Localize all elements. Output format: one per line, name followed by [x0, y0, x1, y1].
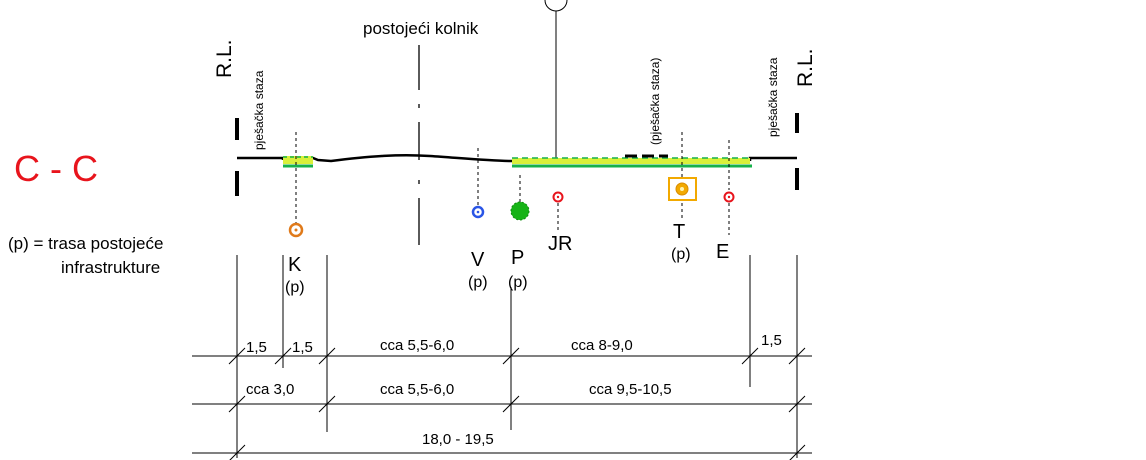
section-title: C - C: [14, 148, 98, 189]
dimension-ticks: [228, 347, 806, 460]
existing-terrain-line: [237, 154, 513, 163]
sidewalk-label-planned: (pješačka staza): [648, 58, 662, 145]
utility-e-symbol: [723, 191, 735, 203]
utility-t-note: (p): [671, 246, 691, 263]
dim-row3-0: 18,0 - 19,5: [422, 431, 494, 448]
utility-v-symbol: [471, 205, 485, 219]
dim-row2-0: cca 3,0: [246, 381, 294, 398]
utility-v-note: (p): [468, 274, 488, 291]
dim-row1-1: 1,5: [292, 339, 313, 356]
dimension-lines: [192, 355, 812, 454]
road-label: postojeći kolnik: [363, 19, 479, 38]
sidewalk-planned: [512, 154, 752, 168]
utility-guide-lines: [295, 132, 730, 235]
terrain-right: [748, 156, 797, 161]
utility-p-code: P: [511, 247, 524, 269]
utility-k-code: K: [288, 254, 302, 276]
dim-row1-0: 1,5: [246, 339, 267, 356]
sidewalk-label-right: pješačka staza: [766, 57, 780, 137]
dim-row2-2: cca 9,5-10,5: [589, 381, 672, 398]
dim-row1-4: 1,5: [761, 332, 782, 349]
utility-t-code: T: [673, 221, 685, 243]
legend-line-2: infrastrukture: [61, 258, 160, 277]
utility-k-symbol: [288, 222, 304, 238]
rl-label-right: R.L.: [794, 48, 817, 87]
section-marker-circle: [544, 0, 568, 12]
sidewalk-left: [283, 156, 313, 168]
dim-row1-2: cca 5,5-6,0: [380, 337, 454, 354]
dim-row1-3: cca 8-9,0: [571, 337, 633, 354]
utility-p-note: (p): [508, 274, 528, 291]
utility-k-note: (p): [285, 279, 305, 296]
utility-jr-symbol: [552, 191, 564, 203]
dim-row2-1: cca 5,5-6,0: [380, 381, 454, 398]
utility-t-symbol: [668, 177, 697, 201]
utility-jr-code: JR: [548, 233, 572, 255]
utility-v-code: V: [471, 249, 485, 271]
sidewalk-label-left: pješačka staza: [252, 70, 266, 150]
utility-p-symbol: [510, 201, 530, 221]
legend-line-1: (p) = trasa postojeće: [8, 234, 163, 253]
rl-label-left: R.L.: [213, 39, 236, 78]
utility-e-code: E: [716, 241, 729, 263]
